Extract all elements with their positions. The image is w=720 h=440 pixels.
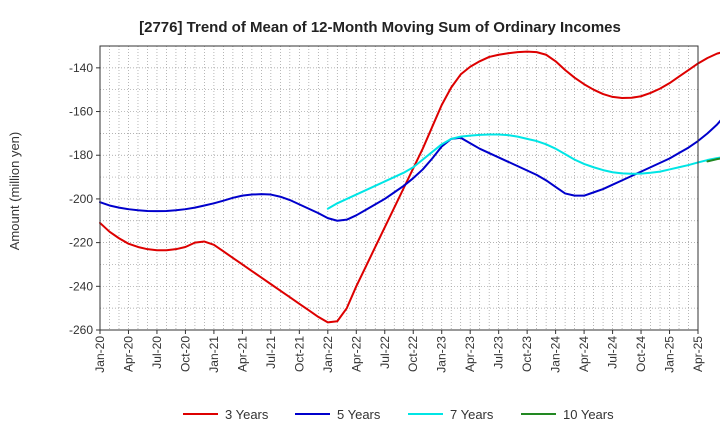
x-tick-label: Apr-25 [691, 336, 705, 372]
legend-label: 3 Years [225, 407, 269, 422]
x-tick-label: Apr-23 [463, 336, 477, 372]
x-tick-label: Apr-21 [235, 336, 249, 372]
y-tick-label: -160 [69, 105, 93, 119]
y-tick-label: -180 [69, 148, 93, 162]
plot-area [99, 45, 699, 331]
x-tick-label: Oct-20 [178, 336, 192, 372]
x-tick-label: Jan-22 [321, 336, 335, 373]
chart-title: [2776] Trend of Mean of 12-Month Moving … [139, 19, 621, 36]
y-tick-label: -140 [69, 61, 93, 75]
series-line-5-years [99, 119, 720, 222]
y-axis-label: Amount (million yen) [7, 132, 22, 251]
x-tick-label: Apr-20 [121, 336, 135, 372]
x-tick-label: Jul-23 [492, 336, 506, 369]
series-line-10-years [706, 157, 720, 163]
legend-label: 5 Years [337, 407, 381, 422]
y-tick-label: -260 [69, 323, 93, 337]
x-axis-ticks: Jan-20 Apr-20 Jul-20 Oct-20 Jan-21 Apr-21 Jul-… [93, 330, 705, 373]
legend-label: 7 Years [450, 407, 494, 422]
x-tick-label: Apr-22 [349, 336, 363, 372]
series-lines [99, 50, 720, 324]
x-tick-label: Jul-21 [264, 336, 278, 369]
y-tick-label: -240 [69, 279, 93, 293]
x-tick-label: Jan-25 [663, 336, 677, 373]
x-tick-label: Jan-21 [207, 336, 221, 373]
x-tick-label: Oct-21 [292, 336, 306, 372]
x-tick-label: Jan-20 [93, 336, 107, 373]
series-line-3-years [99, 50, 720, 324]
y-axis-ticks: -260 -240 -220 -200 -180 -160 -140 [69, 61, 100, 337]
legend: 3 Years 5 Years 7 Years 10 Years [183, 407, 614, 422]
x-tick-label: Oct-23 [520, 336, 534, 372]
x-tick-label: Jan-24 [549, 336, 563, 373]
x-tick-label: Jan-23 [435, 336, 449, 373]
x-tick-label: Jul-20 [150, 336, 164, 369]
series-line-7-years [326, 133, 720, 210]
x-tick-label: Jul-22 [378, 336, 392, 369]
legend-label: 10 Years [563, 407, 614, 422]
x-tick-label: Oct-24 [634, 336, 648, 372]
x-tick-label: Oct-22 [406, 336, 420, 372]
x-tick-label: Jul-24 [606, 336, 620, 369]
y-tick-label: -220 [69, 236, 93, 250]
x-tick-label: Apr-24 [577, 336, 591, 372]
y-tick-label: -200 [69, 192, 93, 206]
